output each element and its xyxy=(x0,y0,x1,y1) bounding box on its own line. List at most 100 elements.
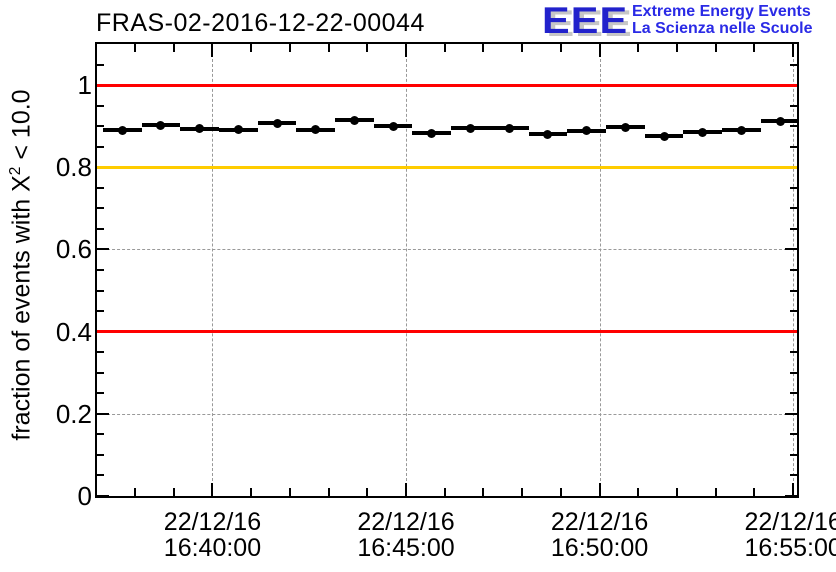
y-minor-tick-right xyxy=(790,453,797,456)
x-tick-label-date: 22/12/16 xyxy=(163,508,262,536)
x-minor-tick-top xyxy=(366,44,369,52)
data-point xyxy=(582,126,592,136)
x-minor-tick-bottom xyxy=(521,488,524,496)
y-minor-tick-right xyxy=(790,269,797,271)
x-minor-tick-bottom xyxy=(366,488,369,496)
x-minor-tick-bottom xyxy=(559,488,562,496)
y-minor-tick-left xyxy=(97,227,104,230)
x-minor-tick-top xyxy=(637,44,640,52)
reference-line-1 xyxy=(97,83,797,87)
data-point xyxy=(620,122,630,132)
x-minor-tick-bottom xyxy=(172,488,175,496)
x-minor-tick-top xyxy=(559,44,562,52)
y-minor-tick-right xyxy=(790,392,797,395)
eee-logo-subtitle: Extreme Energy Events La Scienza nelle S… xyxy=(632,3,813,37)
y-minor-tick-right xyxy=(790,125,797,128)
data-point xyxy=(698,127,708,137)
x-minor-tick-top xyxy=(134,44,137,52)
plot-title: FRAS-02-2016-12-22-00044 xyxy=(96,9,425,37)
x-major-tick-bottom xyxy=(211,483,214,496)
data-point xyxy=(543,129,553,139)
y-minor-tick-left xyxy=(97,474,104,477)
x-tick-label-date: 22/12/16 xyxy=(550,508,649,536)
x-tick-label-time: 16:55:00 xyxy=(744,534,836,562)
x-major-tick-top xyxy=(792,44,795,57)
y-minor-tick-right xyxy=(790,433,797,436)
x-minor-tick-top xyxy=(443,44,446,52)
x-minor-tick-bottom xyxy=(134,488,137,496)
x-minor-tick-top xyxy=(753,44,756,52)
eee-logo: EEE Extreme Energy Events La Scienza nel… xyxy=(540,0,836,44)
y-major-tick-right xyxy=(785,248,797,251)
y-tick-label: 0 xyxy=(77,481,92,511)
data-point xyxy=(195,124,205,134)
y-tick-label: 0.8 xyxy=(55,152,92,183)
x-minor-tick-bottom xyxy=(443,488,446,496)
x-tick-label-time: 16:50:00 xyxy=(550,534,649,562)
x-minor-tick-bottom xyxy=(250,488,253,496)
data-point xyxy=(466,123,476,133)
x-minor-tick-top xyxy=(172,44,175,52)
x-minor-tick-bottom xyxy=(753,488,756,496)
data-point xyxy=(117,125,127,135)
x-minor-tick-bottom xyxy=(714,488,717,496)
gridline-y-major xyxy=(97,249,797,251)
plot-area xyxy=(97,44,797,496)
y-minor-tick-left xyxy=(97,63,104,66)
data-point xyxy=(233,125,243,135)
y-minor-tick-left xyxy=(97,145,104,148)
x-tick-label-date: 22/12/16 xyxy=(744,508,836,536)
data-point xyxy=(504,123,514,133)
x-minor-tick-bottom xyxy=(482,488,485,496)
data-point xyxy=(659,131,669,141)
eee-logo-letters: EEE xyxy=(542,0,629,41)
y-minor-tick-left xyxy=(97,269,104,271)
data-point xyxy=(737,125,747,135)
x-tick-label-time: 16:45:00 xyxy=(357,534,455,562)
y-minor-tick-right xyxy=(790,289,797,292)
y-minor-tick-right xyxy=(790,474,797,477)
y-minor-tick-left xyxy=(97,207,104,210)
x-major-tick-bottom xyxy=(405,483,408,496)
x-major-tick-top xyxy=(405,44,408,57)
x-minor-tick-bottom xyxy=(288,488,291,496)
x-tick-label-time: 16:40:00 xyxy=(163,534,262,562)
y-minor-tick-right xyxy=(790,104,797,107)
x-minor-tick-top xyxy=(327,44,330,52)
y-minor-tick-left xyxy=(97,453,104,456)
y-minor-tick-right xyxy=(790,186,797,189)
x-minor-tick-top xyxy=(288,44,291,52)
y-minor-tick-left xyxy=(97,310,104,313)
y-minor-tick-left xyxy=(97,104,104,107)
x-major-tick-top xyxy=(598,44,601,57)
x-minor-tick-top xyxy=(714,44,717,52)
data-point xyxy=(156,120,166,130)
gridline-x-major xyxy=(406,44,408,496)
reference-line-0.4 xyxy=(97,330,797,334)
y-minor-tick-right xyxy=(790,227,797,230)
y-minor-tick-right xyxy=(790,63,797,66)
eee-logo-subtitle-line2: La Scienza nelle Scuole xyxy=(632,20,813,37)
data-point xyxy=(775,116,785,126)
y-minor-tick-right xyxy=(790,371,797,374)
y-minor-tick-left xyxy=(97,392,104,395)
x-major-tick-bottom xyxy=(792,483,795,496)
data-point xyxy=(311,125,321,135)
y-minor-tick-right xyxy=(790,145,797,148)
x-major-tick-top xyxy=(211,44,214,57)
y-minor-tick-right xyxy=(790,207,797,210)
y-minor-tick-left xyxy=(97,186,104,189)
y-tick-label: 0.4 xyxy=(55,316,92,347)
gridline-y-major xyxy=(97,413,797,415)
y-minor-tick-left xyxy=(97,125,104,128)
eee-logo-subtitle-line1: Extreme Energy Events xyxy=(632,3,811,20)
data-point xyxy=(349,115,359,125)
gridline-x-major xyxy=(599,44,601,496)
x-minor-tick-top xyxy=(250,44,253,52)
gridline-x-major xyxy=(212,44,214,496)
y-major-tick-right xyxy=(785,495,797,496)
y-major-tick-left xyxy=(97,495,109,496)
y-minor-tick-left xyxy=(97,351,104,354)
reference-line-0.8 xyxy=(97,165,797,169)
